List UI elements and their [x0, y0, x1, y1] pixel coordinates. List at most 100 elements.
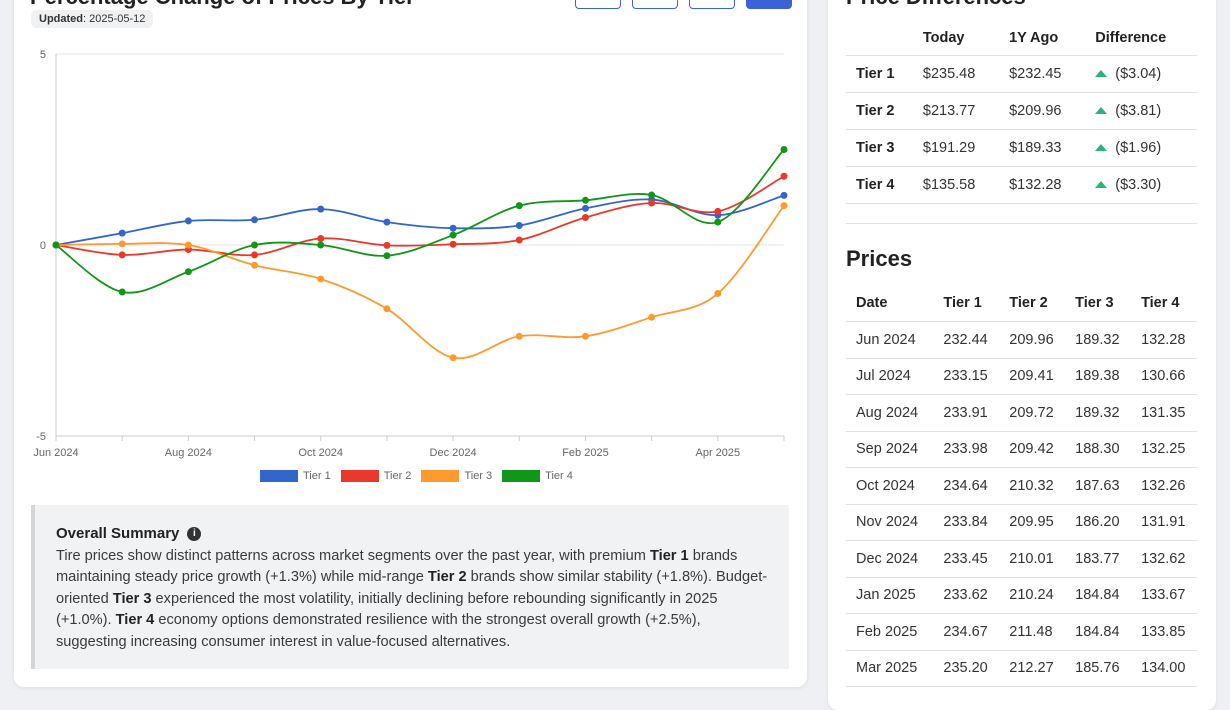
price-cell: 189.38	[1065, 358, 1132, 395]
data-point-tier-2	[449, 240, 457, 248]
price-cell: 131.35	[1131, 394, 1197, 432]
range-button-1[interactable]	[575, 0, 621, 9]
price-cell: 234.64	[933, 467, 1000, 505]
summary-part: Tire prices show distinct patterns acros…	[56, 548, 650, 564]
summary-text: Tire prices show distinct patterns acros…	[56, 546, 769, 653]
legend-item-tier-3[interactable]: Tier 3	[421, 470, 492, 482]
diff-cell: ($1.96)	[1085, 129, 1197, 167]
price-cell: 210.32	[999, 467, 1066, 505]
data-point-tier-1	[317, 205, 325, 213]
data-point-tier-4	[383, 252, 391, 260]
today-cell: $191.29	[912, 129, 1000, 167]
data-point-tier-1	[515, 222, 523, 230]
price-cell: 189.32	[1065, 394, 1132, 432]
table-row: Nov 2024 233.84 209.95 186.20 131.91	[846, 504, 1197, 541]
price-cell: 209.95	[999, 504, 1066, 541]
data-point-tier-3	[714, 290, 722, 298]
summary-tier-2: Tier 2	[427, 569, 467, 586]
data-point-tier-4	[648, 191, 656, 199]
summary-part: economy options demonstrated resilience …	[56, 612, 701, 650]
data-point-tier-2	[118, 251, 126, 259]
legend-item-tier-2[interactable]: Tier 2	[340, 470, 412, 482]
range-button-3[interactable]	[689, 0, 735, 9]
price-cell: 184.84	[1065, 577, 1132, 614]
data-point-tier-1	[251, 216, 259, 224]
data-point-tier-3	[317, 275, 325, 283]
price-cell: 132.62	[1131, 540, 1197, 578]
table-row: Aug 2024 233.91 209.72 189.32 131.35	[846, 394, 1197, 432]
data-point-tier-3	[383, 305, 391, 313]
date-cell: Aug 2024	[846, 394, 934, 432]
legend-item-tier-4[interactable]: Tier 4	[502, 470, 573, 482]
chart-legend: Tier 1 Tier 2 Tier 3 Tier 4	[260, 470, 573, 482]
table-row: Jun 2024 232.44 209.96 189.32 132.28	[846, 321, 1197, 359]
price-cell: 187.63	[1065, 467, 1132, 505]
price-cell: 210.24	[999, 577, 1066, 614]
column-header: Tier 1	[933, 285, 1000, 322]
price-cell: 184.84	[1065, 613, 1132, 651]
price-cell: 209.72	[999, 394, 1066, 432]
divider	[846, 223, 1197, 224]
tier-cell: Tier 1	[846, 55, 913, 93]
y-tick-label: -5	[36, 431, 46, 443]
column-header: 1Y Ago	[999, 20, 1086, 56]
data-point-tier-3	[515, 332, 523, 340]
column-header: Tier 4	[1131, 285, 1197, 322]
updated-label: Updated	[39, 13, 83, 25]
data-point-tier-4	[581, 196, 589, 204]
data-point-tier-3	[251, 261, 259, 269]
summary-tier-3: Tier 3	[112, 590, 152, 607]
price-cell: 132.28	[1131, 321, 1197, 359]
table-row: Tier 1 $235.48 $232.45 ($3.04)	[846, 55, 1197, 93]
today-cell: $235.48	[912, 55, 1000, 93]
data-point-tier-1	[449, 224, 457, 232]
date-cell: Dec 2024	[846, 540, 934, 578]
tier-cell: Tier 3	[846, 129, 913, 167]
data-point-tier-1	[780, 191, 788, 199]
differences-table: Today 1Y Ago Difference Tier 1 $235.48 $23…	[846, 20, 1197, 204]
price-cell: 235.20	[933, 650, 1000, 687]
tier-cell: Tier 2	[846, 92, 913, 130]
diff-cell: ($3.04)	[1085, 55, 1197, 93]
data-point-tier-2	[515, 236, 523, 244]
date-cell: Jan 2025	[846, 577, 934, 614]
price-cell: 233.62	[933, 577, 1000, 614]
price-cell: 233.45	[933, 540, 1000, 578]
data-point-tier-2	[317, 235, 325, 243]
data-point-tier-4	[515, 202, 523, 210]
today-cell: $135.58	[912, 166, 1000, 204]
diff-value: ($1.96)	[1115, 140, 1162, 156]
price-cell: 134.00	[1131, 650, 1197, 687]
data-point-tier-2	[714, 207, 722, 215]
table-row: Tier 4 $135.58 $132.28 ($3.30)	[846, 166, 1197, 204]
data-point-tier-4	[52, 241, 60, 249]
price-cell: 233.91	[933, 394, 1000, 432]
x-tick-label: Feb 2025	[562, 447, 608, 459]
column-header: Tier 3	[1065, 285, 1132, 322]
prices-title: Prices	[846, 246, 913, 271]
price-cell: 188.30	[1065, 431, 1132, 468]
x-tick-label: Apr 2025	[695, 447, 740, 459]
ago-cell: $189.33	[999, 129, 1086, 167]
summary-part: experienced the most volatility, initial…	[56, 590, 718, 629]
range-button-2[interactable]	[632, 0, 678, 9]
price-cell: 132.26	[1131, 467, 1197, 505]
legend-label-tier-2: Tier 2	[383, 470, 412, 482]
legend-item-tier-1[interactable]: Tier 1	[260, 470, 331, 482]
range-button-4[interactable]	[746, 0, 792, 9]
summary-tier-1: Tier 1	[649, 548, 689, 564]
price-cell: 233.84	[933, 504, 1000, 541]
table-row: Jul 2024 233.15 209.41 189.38 130.66	[846, 358, 1197, 395]
table-row: Feb 2025 234.67 211.48 184.84 133.85	[846, 613, 1197, 651]
price-cell: 133.85	[1131, 613, 1197, 651]
diff-value: ($3.81)	[1115, 103, 1162, 119]
info-icon[interactable]: i	[187, 526, 202, 541]
column-header: Difference	[1085, 20, 1197, 56]
table-header-row: Date Tier 1 Tier 2 Tier 3 Tier 4	[846, 285, 1197, 322]
legend-swatch-tier-3	[421, 470, 460, 482]
data-point-tier-3	[581, 332, 589, 340]
data-point-tier-2	[648, 199, 656, 207]
ago-cell: $132.28	[999, 166, 1086, 204]
differences-title: Price Differences	[846, 0, 1026, 10]
data-point-tier-3	[118, 240, 126, 248]
